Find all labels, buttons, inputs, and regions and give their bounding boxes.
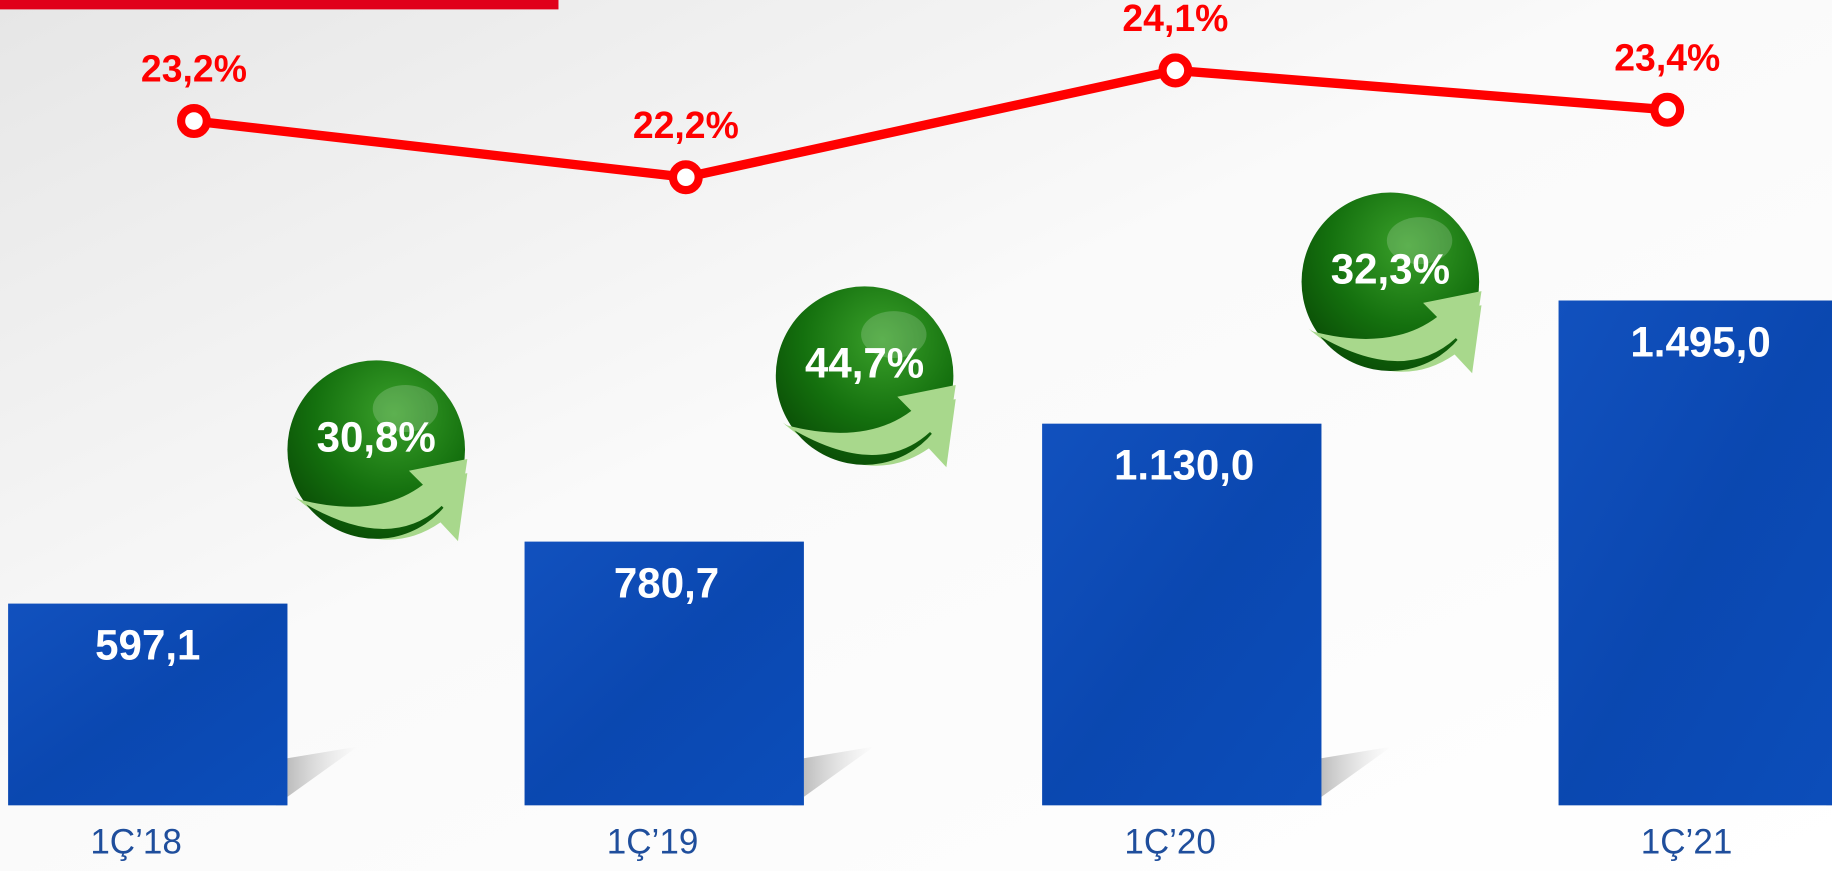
growth-label: 44,7% xyxy=(805,339,924,386)
bar-value-label: 1.130,0 xyxy=(1114,441,1254,488)
bar-texture xyxy=(1042,423,1322,806)
line xyxy=(193,65,1668,183)
line-value-label: 23,2% xyxy=(141,48,247,90)
bubble-shine xyxy=(372,385,439,432)
growth-arrow-front xyxy=(785,385,956,455)
bubble-shine xyxy=(861,311,927,359)
bar-value-label: 780,7 xyxy=(614,559,719,606)
header-accent xyxy=(0,0,559,10)
line-marker xyxy=(1650,92,1685,127)
bubble-shine xyxy=(1386,217,1453,265)
bar-shadow xyxy=(1309,746,1392,806)
line-marker xyxy=(1158,53,1193,88)
growth-arrow-front xyxy=(1310,291,1482,362)
line-marker xyxy=(177,104,211,139)
x-tick-label: 1Ç’21 xyxy=(1641,822,1733,861)
bar-value-label: 597,1 xyxy=(95,621,200,668)
bar-texture xyxy=(8,603,288,806)
x-tick-label: 1Ç’18 xyxy=(90,822,182,861)
x-tick-label: 1Ç’19 xyxy=(607,822,699,861)
bar-texture xyxy=(524,541,804,806)
bar-value-label: 1.495,0 xyxy=(1630,318,1770,365)
line-value-label: 23,4% xyxy=(1614,36,1720,78)
bar-texture xyxy=(1558,300,1832,806)
x-tick-label: 1Ç’20 xyxy=(1124,822,1216,861)
bar-shadow xyxy=(792,746,874,806)
bar-shadow xyxy=(275,746,358,806)
growth-label: 30,8% xyxy=(317,413,436,460)
growth-label: 32,3% xyxy=(1331,245,1450,292)
line-value-label: 24,1% xyxy=(1122,0,1228,39)
growth-arrow-front xyxy=(296,458,468,529)
line-value-label: 22,2% xyxy=(633,104,739,146)
line-marker xyxy=(668,160,703,195)
